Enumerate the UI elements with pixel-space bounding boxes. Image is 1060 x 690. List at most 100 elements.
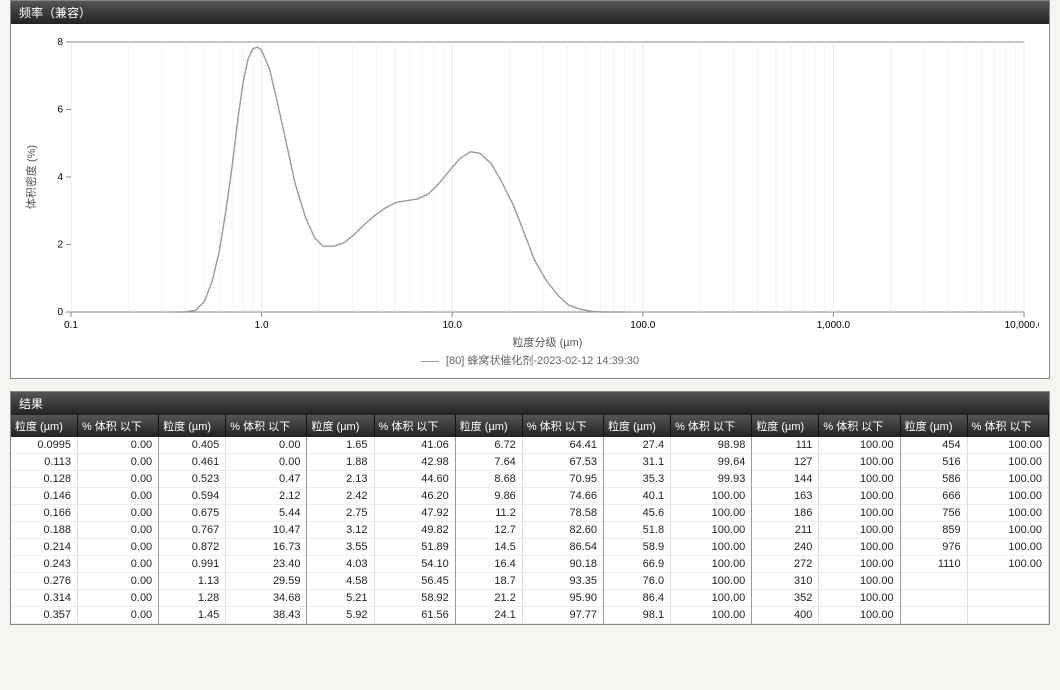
cell-cum: 74.66 <box>522 488 603 505</box>
cell-size: 211 <box>752 522 819 539</box>
cell-size: 0.767 <box>159 522 226 539</box>
svg-text:0.1: 0.1 <box>64 320 78 331</box>
cell-size: 0.188 <box>11 522 77 539</box>
cell-cum: 82.60 <box>522 522 603 539</box>
cell-size: 1.65 <box>307 437 374 454</box>
results-header-row: 粒度 (µm)% 体积 以下粒度 (µm)% 体积 以下粒度 (µm)% 体积 … <box>11 415 1049 437</box>
cell-cum: 0.00 <box>226 437 307 454</box>
col-header-cum: % 体积 以下 <box>967 415 1048 437</box>
cell-size: 400 <box>752 607 819 624</box>
cell-cum: 64.41 <box>522 437 603 454</box>
cell-cum: 99.64 <box>671 454 752 471</box>
cell-size: 35.3 <box>604 471 671 488</box>
cell-cum: 0.47 <box>226 471 307 488</box>
chart-legend: [80] 蜂窝状催化剂-2023-02-12 14:39:30 <box>21 352 1039 374</box>
cell-cum: 100.00 <box>819 539 900 556</box>
cell-size: 3.12 <box>307 522 374 539</box>
svg-text:体积密度 (%): 体积密度 (%) <box>24 145 38 209</box>
cell-size: 40.1 <box>604 488 671 505</box>
frequency-chart-panel: 频率（兼容） 0.11.010.0100.01,000.010,000.0024… <box>10 0 1050 379</box>
cell-cum: 100.00 <box>671 522 752 539</box>
col-header-size: 粒度 (µm) <box>900 415 967 437</box>
cell-size: 3.55 <box>307 539 374 556</box>
col-header-cum: % 体积 以下 <box>671 415 752 437</box>
cell-size: 5.92 <box>307 607 374 624</box>
cell-cum: 38.43 <box>226 607 307 624</box>
cell-cum: 42.98 <box>374 454 455 471</box>
cell-size: 0.405 <box>159 437 226 454</box>
cell-size: 0.128 <box>11 471 77 488</box>
cell-size: 586 <box>900 471 967 488</box>
cell-size: 98.1 <box>604 607 671 624</box>
cell-size: 0.675 <box>159 505 226 522</box>
cell-size: 9.86 <box>455 488 522 505</box>
cell-size: 0.314 <box>11 590 77 607</box>
cell-size: 76.0 <box>604 573 671 590</box>
cell-cum: 0.00 <box>77 573 158 590</box>
table-row: 0.2760.001.1329.594.5856.4518.793.3576.0… <box>11 573 1049 590</box>
cell-cum: 41.06 <box>374 437 455 454</box>
svg-text:6: 6 <box>57 105 63 116</box>
legend-swatch <box>421 361 439 362</box>
cell-size: 1.45 <box>159 607 226 624</box>
cell-size: 31.1 <box>604 454 671 471</box>
cell-cum: 100.00 <box>819 505 900 522</box>
cell-size: 976 <box>900 539 967 556</box>
cell-cum: 100.00 <box>819 607 900 624</box>
cell-cum: 61.56 <box>374 607 455 624</box>
cell-cum: 0.00 <box>77 471 158 488</box>
cell-cum: 100.00 <box>819 488 900 505</box>
cell-size: 0.523 <box>159 471 226 488</box>
col-header-size: 粒度 (µm) <box>455 415 522 437</box>
cell-cum: 0.00 <box>77 590 158 607</box>
cell-cum: 100.00 <box>967 556 1048 573</box>
table-row: 0.2140.000.87216.733.5551.8914.586.5458.… <box>11 539 1049 556</box>
cell-cum: 54.10 <box>374 556 455 573</box>
cell-cum: 2.12 <box>226 488 307 505</box>
cell-cum: 78.58 <box>522 505 603 522</box>
cell-cum: 100.00 <box>819 573 900 590</box>
cell-size: 0.991 <box>159 556 226 573</box>
cell-size: 4.58 <box>307 573 374 590</box>
cell-size: 6.72 <box>455 437 522 454</box>
col-header-size: 粒度 (µm) <box>307 415 374 437</box>
cell-size: 4.03 <box>307 556 374 573</box>
table-row: 0.2430.000.99123.404.0354.1016.490.1866.… <box>11 556 1049 573</box>
cell-cum: 90.18 <box>522 556 603 573</box>
results-title: 结果 <box>11 392 1049 415</box>
col-header-cum: % 体积 以下 <box>522 415 603 437</box>
cell-cum: 23.40 <box>226 556 307 573</box>
svg-text:4: 4 <box>57 172 63 183</box>
col-header-cum: % 体积 以下 <box>374 415 455 437</box>
cell-size: 1.88 <box>307 454 374 471</box>
cell-size: 163 <box>752 488 819 505</box>
frequency-chart-title: 频率（兼容） <box>11 1 1049 24</box>
table-row: 0.1880.000.76710.473.1249.8212.782.6051.… <box>11 522 1049 539</box>
cell-cum: 100.00 <box>671 505 752 522</box>
cell-cum: 100.00 <box>819 590 900 607</box>
cell-cum: 70.95 <box>522 471 603 488</box>
cell-cum: 98.98 <box>671 437 752 454</box>
cell-cum: 67.53 <box>522 454 603 471</box>
cell-size: 51.8 <box>604 522 671 539</box>
cell-cum: 100.00 <box>967 437 1048 454</box>
cell-size: 454 <box>900 437 967 454</box>
cell-size: 0.146 <box>11 488 77 505</box>
cell-size: 0.113 <box>11 454 77 471</box>
cell-size: 2.42 <box>307 488 374 505</box>
legend-text: [80] 蜂窝状催化剂-2023-02-12 14:39:30 <box>446 355 639 367</box>
cell-size: 0.214 <box>11 539 77 556</box>
cell-cum: 0.00 <box>77 539 158 556</box>
col-header-size: 粒度 (µm) <box>11 415 77 437</box>
results-body: 0.09950.000.4050.001.6541.066.7264.4127.… <box>11 437 1049 624</box>
table-row: 0.09950.000.4050.001.6541.066.7264.4127.… <box>11 437 1049 454</box>
svg-text:100.0: 100.0 <box>630 320 655 331</box>
svg-text:1,000.0: 1,000.0 <box>817 320 851 331</box>
cell-cum: 34.68 <box>226 590 307 607</box>
col-header-size: 粒度 (µm) <box>604 415 671 437</box>
svg-text:1.0: 1.0 <box>255 320 269 331</box>
cell-cum: 0.00 <box>77 607 158 624</box>
col-header-size: 粒度 (µm) <box>752 415 819 437</box>
cell-cum: 100.00 <box>671 590 752 607</box>
cell-size: 310 <box>752 573 819 590</box>
